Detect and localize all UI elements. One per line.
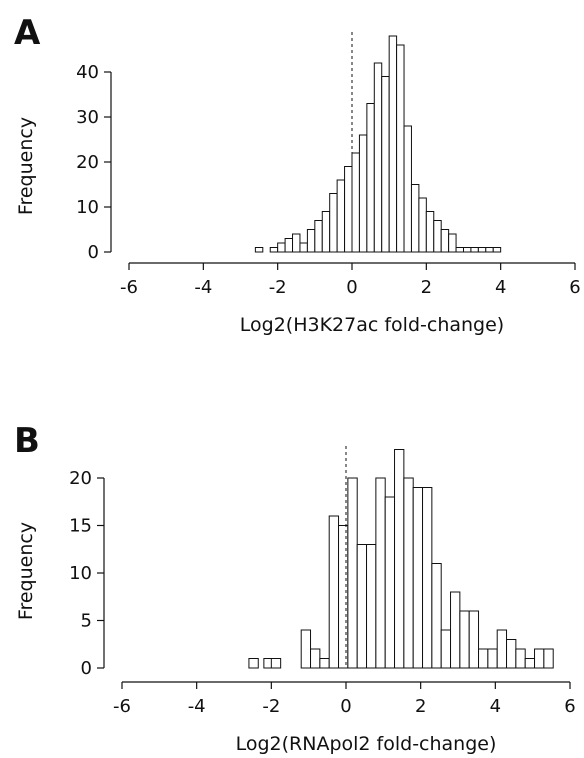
histogram-bar xyxy=(388,35,398,253)
histogram-bar xyxy=(319,658,330,669)
y-tick-label: 20 xyxy=(76,152,99,173)
histogram-bar xyxy=(284,238,294,253)
x-axis-label: Log2(H3K27ac fold-change) xyxy=(240,314,504,336)
histogram-bar xyxy=(478,648,489,669)
histogram-bar xyxy=(515,648,526,669)
histogram-bar xyxy=(455,247,465,253)
x-tick-label: 2 xyxy=(421,277,432,298)
x-tick-label: 0 xyxy=(340,696,351,717)
histogram-bar xyxy=(440,629,452,669)
histogram-bar xyxy=(485,247,494,253)
histogram-bar xyxy=(506,639,517,669)
histogram-bar xyxy=(366,103,375,253)
histogram-bar xyxy=(347,477,358,669)
histogram-bar xyxy=(394,449,405,669)
x-tick-label: 0 xyxy=(346,277,357,298)
y-tick-label: 5 xyxy=(81,611,92,632)
histogram-bar xyxy=(321,211,331,253)
panel-label: A xyxy=(14,13,41,53)
x-tick-label: 2 xyxy=(415,696,426,717)
histogram-bar xyxy=(433,220,442,253)
y-tick-label: 0 xyxy=(88,242,99,263)
histogram-bar xyxy=(422,487,433,669)
histogram-bar xyxy=(492,247,502,253)
y-tick-label: 15 xyxy=(69,516,92,537)
x-tick-label: -6 xyxy=(113,696,131,717)
histogram-bar xyxy=(310,648,321,669)
histogram-bar xyxy=(412,487,424,669)
histogram-bar xyxy=(248,658,259,669)
histogram-bar xyxy=(292,233,301,253)
histogram-bar xyxy=(314,220,323,253)
x-tick-label: -6 xyxy=(120,277,138,298)
histogram-bar xyxy=(468,610,480,669)
histogram-bar xyxy=(487,648,498,669)
y-axis-label: Frequency xyxy=(15,522,37,620)
histogram-bar xyxy=(431,563,442,669)
histogram-bar xyxy=(300,629,312,669)
histogram-bar xyxy=(270,658,282,669)
histogram-bar xyxy=(351,152,360,253)
histogram-bar xyxy=(425,211,435,253)
y-tick-label: 20 xyxy=(69,468,92,489)
histogram-bar xyxy=(299,242,308,253)
histogram-bar xyxy=(459,610,470,669)
histogram-bar xyxy=(418,197,427,253)
histogram-bar xyxy=(366,544,377,669)
x-tick-label: -2 xyxy=(269,277,287,298)
histogram-bar xyxy=(384,496,396,669)
histogram-bar xyxy=(277,242,286,253)
histogram-bar xyxy=(410,184,420,253)
y-tick-label: 30 xyxy=(76,107,99,128)
histogram-bar xyxy=(440,229,450,253)
histogram-bar xyxy=(463,247,472,253)
panel-label: B xyxy=(14,421,40,461)
histogram-bar xyxy=(450,591,461,669)
histogram-bar xyxy=(306,229,316,253)
y-tick-label: 10 xyxy=(69,563,92,584)
x-axis-label: Log2(RNApol2 fold-change) xyxy=(236,733,497,755)
y-tick-label: 10 xyxy=(76,197,99,218)
histogram-bar xyxy=(344,166,353,253)
histogram-bar xyxy=(477,247,487,253)
histogram-bar xyxy=(328,515,340,669)
y-axis-label: Frequency xyxy=(15,117,37,215)
y-tick-label: 0 xyxy=(81,658,92,679)
histogram-bar xyxy=(496,629,508,669)
histogram-bar xyxy=(269,247,279,253)
x-tick-label: -4 xyxy=(188,696,206,717)
histogram-bar xyxy=(403,125,412,253)
y-tick-label: 40 xyxy=(76,62,99,83)
histogram-bar xyxy=(543,648,554,669)
histogram-bar xyxy=(381,76,390,253)
histogram-bar xyxy=(358,134,368,253)
histogram-bar xyxy=(375,477,386,669)
x-tick-label: -2 xyxy=(262,696,280,717)
x-tick-label: -4 xyxy=(194,277,212,298)
x-tick-label: 6 xyxy=(569,277,580,298)
histogram-bar xyxy=(356,544,368,669)
histogram-bar xyxy=(373,62,383,253)
histogram-bar xyxy=(403,477,414,669)
histogram-bar xyxy=(534,648,545,669)
histogram-bar xyxy=(329,193,338,253)
x-tick-label: 4 xyxy=(490,696,501,717)
histogram-bar xyxy=(336,179,346,253)
histogram-bar xyxy=(448,233,457,253)
histogram-bar xyxy=(524,658,536,669)
histogram-bar xyxy=(470,247,479,253)
histogram-bar xyxy=(254,247,264,253)
histogram-bar xyxy=(396,44,405,253)
x-tick-label: 4 xyxy=(495,277,506,298)
x-tick-label: 6 xyxy=(564,696,575,717)
